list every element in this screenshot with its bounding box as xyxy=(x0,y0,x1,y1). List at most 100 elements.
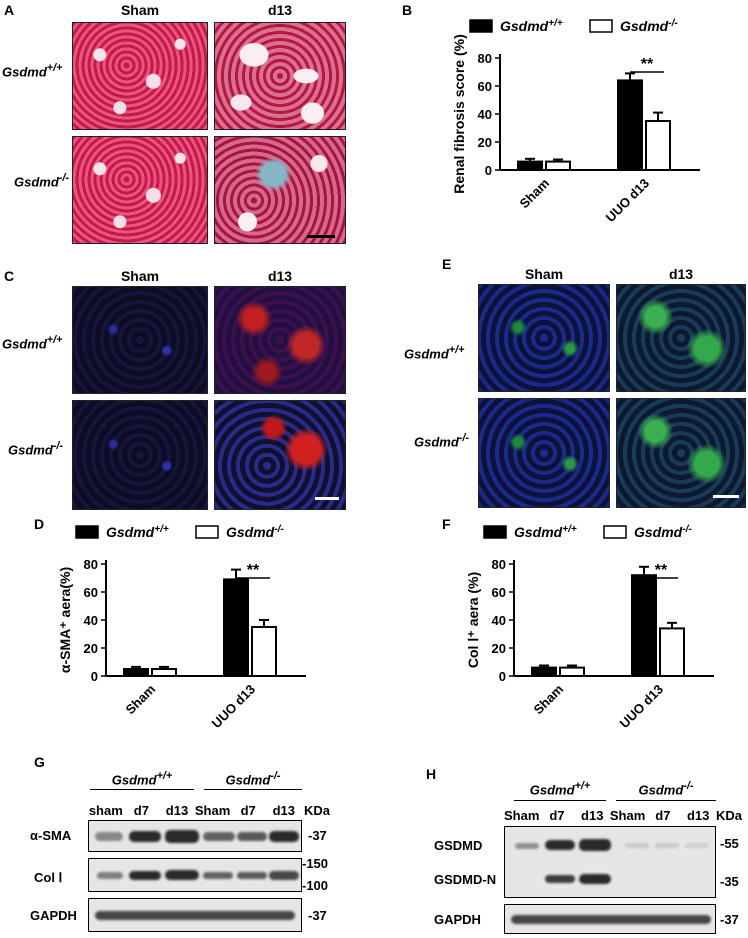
asma-ko-sham-image xyxy=(72,400,208,510)
kda-unit: KDa xyxy=(716,808,743,823)
bar xyxy=(617,79,643,171)
lane-label: d13 xyxy=(686,808,710,823)
mw-marker: -100 xyxy=(302,878,329,893)
bar xyxy=(517,160,543,172)
legend-swatch xyxy=(195,525,219,539)
row-label-wt: Gsdmd+/+ xyxy=(2,334,63,352)
col-header-sham: Sham xyxy=(120,2,160,18)
mw-marker: -37 xyxy=(308,828,327,843)
row-label-ko: Gsdmd-/- xyxy=(14,172,70,190)
x-tick-label: UUO d13 xyxy=(617,682,666,731)
y-tick-label: 0 xyxy=(91,669,98,684)
lane-label: d13 xyxy=(581,808,604,823)
group-underline xyxy=(204,789,302,790)
lane-label: d13 xyxy=(272,803,295,818)
col-header-sham: Sham xyxy=(120,268,160,284)
asma-wt-d13-image xyxy=(214,286,346,394)
legend-label: Gsdmd+/+ xyxy=(106,524,169,540)
blot-row-label: α-SMA xyxy=(30,828,72,843)
mw-marker: -37 xyxy=(720,912,739,927)
row-label-wt: Gsdmd+/+ xyxy=(404,344,465,362)
lane-label: Sham xyxy=(504,808,540,823)
col-header-d13: d13 xyxy=(668,266,694,282)
bar xyxy=(631,574,657,678)
legend-swatch xyxy=(75,525,99,539)
blot-gapdh xyxy=(88,898,302,932)
legend-swatch xyxy=(483,525,507,539)
y-axis-label: Col Ⅰ⁺ aera (%) xyxy=(465,572,481,668)
blot-row-label: Col Ⅰ xyxy=(34,870,63,885)
x-tick-label: Sham xyxy=(530,682,566,718)
panel-label-c: C xyxy=(4,268,15,284)
row-label-wt: Gsdmd+/+ xyxy=(2,62,63,80)
masson-ko-d13-image xyxy=(214,136,346,244)
masson-wt-sham-image xyxy=(72,22,208,130)
y-tick-label: 60 xyxy=(492,585,506,600)
chart-f-svg: Gsdmd+/+ Gsdmd-/- 0 20 40 60 80 Col Ⅰ⁺ aera (%)… xyxy=(465,524,714,731)
kda-unit: KDa xyxy=(304,803,331,818)
lane-label: d7 xyxy=(240,803,256,818)
panel-label-g: G xyxy=(34,754,45,770)
y-tick-label: 80 xyxy=(84,557,98,572)
asma-ko-d13-image xyxy=(214,400,346,510)
blot-row-label: GAPDH xyxy=(434,912,481,927)
lane-label: d7 xyxy=(655,808,671,823)
y-tick-label: 80 xyxy=(492,557,506,572)
blot-gsdmd xyxy=(504,826,716,898)
lane-label: Sham xyxy=(194,803,231,818)
bar xyxy=(659,627,685,677)
y-tick-label: 40 xyxy=(478,107,492,122)
blot-row-label: GSDMD-N xyxy=(434,872,497,887)
y-tick-label: 40 xyxy=(84,613,98,628)
chart-b-svg: Gsdmd+/+ Gsdmd-/- 0 20 40 60 80 Renal fibrosis … xyxy=(451,18,700,225)
group-underline xyxy=(514,800,606,801)
legend-label: Gsdmd+/+ xyxy=(514,524,577,540)
bar xyxy=(251,626,277,677)
x-tick-label: UUO d13 xyxy=(209,682,258,731)
col1-ko-d13-image xyxy=(616,398,746,508)
x-tick-label: Sham xyxy=(122,682,158,718)
mw-marker: -37 xyxy=(308,908,327,923)
y-tick-label: 0 xyxy=(485,163,492,178)
blot-asma xyxy=(88,820,302,852)
x-tick-label: Sham xyxy=(516,176,552,212)
legend-swatch xyxy=(469,19,493,33)
asma-wt-sham-image xyxy=(72,286,208,394)
y-tick-label: 20 xyxy=(84,641,98,656)
y-tick-label: 60 xyxy=(478,79,492,94)
bar xyxy=(123,668,149,677)
scale-bar xyxy=(315,497,339,500)
group-wt-label: Gsdmd+/+ xyxy=(529,780,591,798)
group-underline xyxy=(90,789,194,790)
chart-d-svg: Gsdmd+/+ Gsdmd-/- 0 20 40 60 80 α-SMA⁺ aera(%) S… xyxy=(57,524,306,731)
panel-label-a: A xyxy=(4,2,15,18)
group-ko-label: Gsdmd-/- xyxy=(225,770,281,788)
panel-label-f: F xyxy=(442,516,451,532)
panel-label-d: D xyxy=(34,516,45,532)
blot-row-label: GSDMD xyxy=(434,838,483,853)
significance-label: ** xyxy=(655,562,668,579)
scale-bar xyxy=(307,235,335,238)
row-label-ko: Gsdmd-/- xyxy=(8,440,64,458)
bar xyxy=(645,120,671,171)
y-tick-label: 20 xyxy=(492,641,506,656)
bar xyxy=(545,160,571,172)
blot-row-label: GAPDH xyxy=(30,908,77,923)
bar xyxy=(559,666,585,678)
group-ko-label: Gsdmd-/- xyxy=(638,780,694,798)
col-header-d13: d13 xyxy=(267,268,293,284)
legend-swatch xyxy=(589,19,613,33)
lane-label: sham xyxy=(88,803,123,818)
lane-label: d7 xyxy=(549,808,565,823)
legend-label: Gsdmd+/+ xyxy=(500,18,563,34)
panel-label-e: E xyxy=(442,256,452,272)
y-tick-label: 80 xyxy=(478,51,492,66)
lane-label: d7 xyxy=(133,803,149,818)
scale-bar xyxy=(713,495,739,498)
legend-label: Gsdmd-/- xyxy=(226,524,284,540)
group-wt-label: Gsdmd+/+ xyxy=(111,770,173,788)
mw-marker: -35 xyxy=(720,874,739,889)
x-tick-label: UUO d13 xyxy=(603,176,652,225)
y-axis-label: α-SMA⁺ aera(%) xyxy=(57,567,73,673)
bar xyxy=(531,666,557,678)
